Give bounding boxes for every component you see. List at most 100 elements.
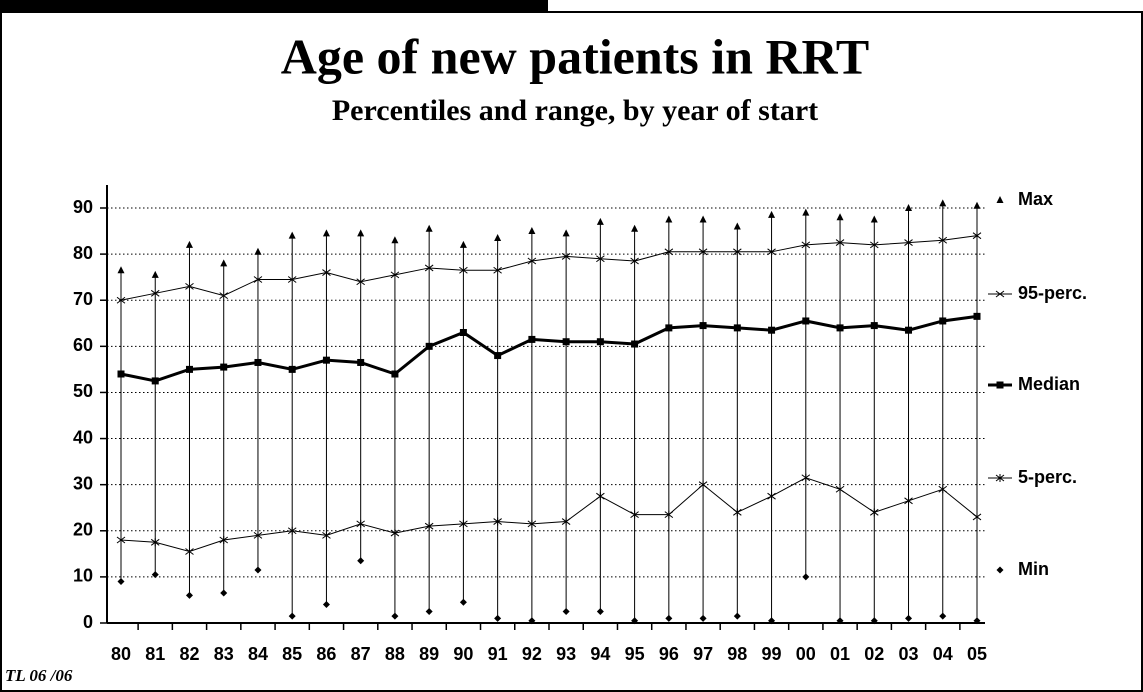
marker-square [939, 317, 947, 325]
marker-triangle [357, 229, 365, 237]
marker-square [185, 365, 193, 373]
marker-square [254, 358, 262, 366]
marker-x [904, 239, 913, 246]
marker-triangle [733, 222, 741, 230]
marker-diamond [220, 589, 228, 597]
marker-star [835, 485, 845, 494]
marker-star [596, 492, 605, 501]
marker-diamond [391, 612, 399, 620]
marker-x [561, 253, 571, 260]
marker-x [733, 248, 742, 256]
marker-x [938, 236, 948, 244]
marker-triangle [391, 236, 399, 244]
marker-x [493, 266, 502, 274]
marker-triangle [185, 240, 193, 248]
marker-triangle [699, 215, 707, 223]
marker-diamond [973, 617, 981, 625]
y-tick-label: 90 [73, 197, 93, 217]
chart-title: Age of new patients in RRT [281, 28, 870, 84]
marker-star [493, 517, 502, 526]
marker-triangle [562, 229, 570, 237]
marker-square [322, 356, 330, 364]
x-tick-label: 00 [796, 644, 816, 664]
marker-triangle [596, 217, 604, 225]
x-tick-label: 02 [864, 644, 884, 664]
marker-star [630, 510, 639, 519]
x-tick-label: 85 [282, 644, 302, 664]
marker-diamond [117, 578, 125, 585]
x-tick-label: 80 [111, 644, 131, 664]
marker-star [185, 547, 194, 556]
marker-star [664, 510, 674, 519]
marker-triangle [836, 213, 844, 221]
marker-triangle [220, 259, 228, 267]
marker-triangle [151, 270, 159, 278]
marker-star [767, 492, 776, 501]
marker-diamond [905, 614, 913, 622]
marker-triangle [322, 229, 330, 237]
legend-label: 5-perc. [1018, 467, 1077, 487]
marker-diamond [699, 614, 707, 622]
x-tick-label: 96 [659, 644, 679, 664]
marker-diamond [494, 614, 502, 622]
marker-x [698, 248, 708, 256]
x-tick-label: 82 [179, 644, 199, 664]
marker-x [801, 241, 811, 249]
x-tick-label: 83 [214, 644, 234, 664]
x-tick-label: 81 [145, 644, 165, 664]
legend-label: Median [1018, 374, 1080, 394]
x-tick-label: 88 [385, 644, 405, 664]
marker-star [287, 526, 297, 535]
y-tick-label: 0 [83, 612, 93, 632]
marker-triangle [494, 233, 502, 241]
marker-star [424, 522, 434, 531]
marker-x [356, 278, 365, 286]
marker-square [973, 312, 981, 320]
marker-triangle [117, 266, 125, 274]
marker-x [527, 257, 537, 265]
chart-subtitle: Percentiles and range, by year of start [332, 94, 818, 127]
marker-triangle [870, 215, 878, 223]
marker-x [767, 248, 776, 256]
marker-diamond [254, 566, 262, 574]
marker-diamond [596, 607, 604, 615]
marker-square [699, 322, 707, 330]
marker-diamond [562, 607, 570, 615]
marker-star [219, 536, 229, 544]
x-tick-label: 99 [762, 644, 782, 664]
marker-x [390, 271, 400, 279]
marker-diamond [185, 591, 193, 599]
legend-label: Max [1018, 189, 1053, 209]
marker-star [972, 512, 982, 521]
marker-triangle [254, 247, 262, 255]
marker-x [253, 276, 263, 283]
marker-x [185, 282, 194, 290]
y-tick-label: 20 [73, 520, 93, 540]
y-tick-label: 80 [73, 243, 93, 263]
marker-diamond [288, 612, 296, 620]
x-tick-label: 97 [693, 644, 713, 664]
marker-triangle [425, 224, 433, 232]
y-tick-label: 70 [73, 289, 93, 309]
x-tick-label: 86 [316, 644, 336, 664]
marker-square [802, 317, 810, 325]
marker-square [494, 352, 502, 360]
x-tick-label: 89 [419, 644, 439, 664]
marker-triangle [459, 240, 467, 248]
marker-x [972, 232, 982, 240]
marker-star [459, 519, 468, 528]
y-tick-label: 10 [73, 566, 93, 586]
marker-x [150, 289, 160, 297]
legend-marker [996, 566, 1004, 574]
marker-triangle [905, 204, 913, 211]
marker-diamond [631, 617, 639, 625]
marker-star [561, 517, 571, 526]
marker-triangle [939, 199, 947, 207]
legend-label: 95-perc. [1018, 283, 1087, 303]
marker-square [631, 340, 639, 348]
x-tick-label: 94 [590, 644, 610, 664]
marker-triangle [802, 208, 810, 216]
marker-star [733, 508, 742, 517]
series-line [120, 235, 978, 301]
marker-diamond [836, 617, 844, 625]
